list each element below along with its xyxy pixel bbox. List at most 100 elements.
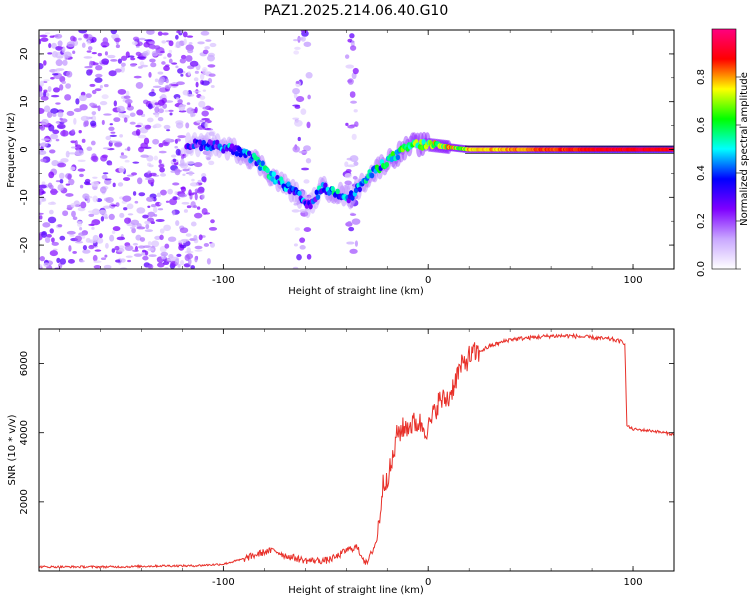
noise-speck — [188, 189, 192, 196]
noise-speck — [118, 166, 125, 174]
noise-speck — [79, 173, 84, 178]
noise-speck — [44, 32, 51, 35]
noise-speck — [180, 73, 184, 77]
ridge-core — [323, 182, 328, 189]
noise-speck — [39, 107, 45, 114]
noise-speck — [292, 104, 301, 107]
noise-speck — [182, 31, 188, 38]
noise-speck — [186, 247, 191, 254]
noise-speck — [202, 49, 209, 55]
noise-speck — [344, 173, 353, 179]
colorbar-tick-label: 0.4 — [696, 165, 707, 181]
noise-speck — [178, 193, 188, 198]
noise-speck — [88, 213, 95, 217]
noise-speck — [303, 145, 311, 152]
noise-speck — [295, 80, 300, 84]
noise-speck — [176, 81, 185, 86]
noise-speck — [41, 230, 48, 238]
noise-speck — [193, 90, 201, 93]
noise-speck — [105, 197, 114, 203]
noise-speck — [292, 266, 299, 269]
chart-title: PAZ1.2025.214.06.40.G10 — [264, 3, 449, 19]
noise-speck — [108, 213, 115, 221]
noise-speck — [46, 111, 53, 118]
noise-speck — [40, 158, 47, 163]
ridge-core — [215, 139, 220, 146]
noise-speck — [79, 227, 83, 231]
noise-speck — [175, 41, 181, 49]
noise-speck — [167, 188, 173, 195]
noise-speck — [39, 150, 47, 156]
noise-speck — [148, 71, 152, 78]
noise-speck — [180, 186, 186, 193]
noise-speck — [135, 45, 140, 49]
noise-speck — [135, 128, 141, 136]
noise-speck — [119, 134, 123, 138]
noise-speck — [132, 161, 140, 164]
noise-speck — [49, 35, 55, 38]
noise-speck — [136, 226, 146, 230]
noise-speck — [300, 108, 307, 115]
noise-speck — [208, 160, 215, 166]
noise-speck — [50, 108, 59, 114]
noise-speck — [50, 77, 55, 80]
noise-speck — [347, 220, 352, 225]
noise-speck — [73, 108, 82, 113]
noise-speck — [294, 227, 300, 231]
noise-speck — [159, 202, 163, 206]
ridge-core — [395, 154, 401, 161]
noise-speck — [94, 249, 102, 252]
noise-speck — [109, 234, 115, 242]
noise-speck — [140, 142, 149, 149]
noise-speck — [181, 201, 190, 205]
noise-speck — [202, 89, 207, 92]
noise-speck — [130, 219, 140, 226]
noise-speck — [157, 71, 164, 75]
colorbar-label: Normalized spectral amplitude — [739, 72, 750, 226]
noise-speck — [293, 38, 298, 42]
noise-speck — [291, 209, 300, 213]
noise-speck — [209, 42, 217, 48]
noise-speck — [95, 65, 103, 71]
noise-speck — [187, 71, 191, 76]
ridge-core — [315, 194, 321, 200]
noise-speck — [159, 228, 165, 234]
noise-speck — [198, 100, 206, 108]
noise-speck — [147, 247, 155, 252]
noise-speck — [110, 58, 118, 62]
noise-speck — [115, 202, 120, 207]
noise-speck — [293, 50, 300, 55]
noise-speck — [125, 90, 130, 97]
noise-speck — [78, 129, 82, 134]
noise-speck — [101, 119, 105, 126]
noise-speck — [145, 223, 150, 230]
noise-speck — [55, 59, 63, 67]
noise-speck — [101, 58, 110, 65]
noise-speck — [89, 102, 96, 107]
noise-speck — [91, 62, 99, 66]
noise-speck — [344, 180, 352, 186]
ridge-core — [260, 160, 265, 167]
noise-speck — [127, 146, 131, 152]
noise-speck — [349, 155, 359, 163]
noise-speck — [183, 209, 188, 213]
noise-speck — [191, 178, 195, 182]
ridge-core — [335, 188, 340, 195]
noise-speck — [186, 253, 194, 260]
noise-speck — [170, 84, 179, 87]
noise-speck — [56, 257, 61, 263]
noise-speck — [208, 107, 214, 111]
noise-speck — [112, 226, 121, 232]
noise-speck — [193, 205, 198, 209]
noise-speck — [82, 193, 90, 200]
noise-speck — [104, 51, 108, 56]
colorbar-tick-label: 0.6 — [696, 117, 707, 133]
noise-speck — [65, 150, 70, 158]
noise-speck — [56, 123, 66, 130]
noise-speck — [75, 149, 84, 156]
noise-speck — [57, 162, 67, 168]
noise-speck — [47, 86, 52, 92]
noise-speck — [158, 150, 167, 154]
noise-speck — [163, 65, 170, 72]
